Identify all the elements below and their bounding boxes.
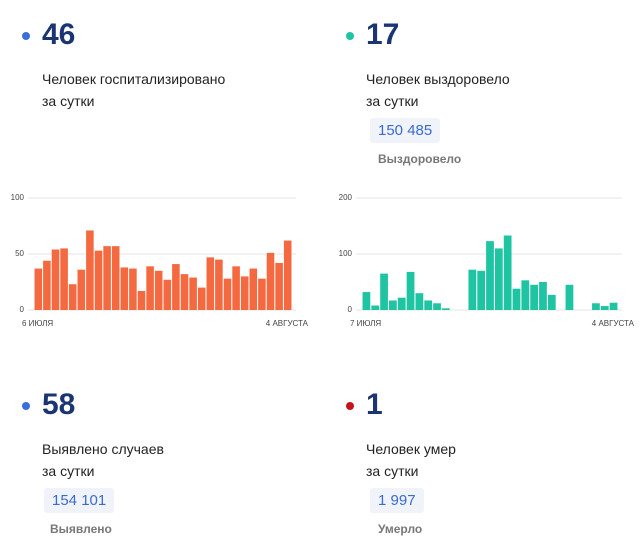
bar [103,246,111,310]
dot [346,402,354,410]
label-line: за сутки [366,93,419,109]
bar [503,235,512,310]
label-line: за сутки [42,93,95,109]
dot [22,402,30,410]
label: Человек госпитализировано за сутки [42,68,225,112]
y-tick-label: 200 [339,193,353,202]
x-tick-label: 4 АВГУСТА [592,319,635,328]
bar [215,259,223,310]
bar [521,280,530,310]
bar [415,293,424,310]
label-line: Человек умер [366,441,456,457]
bar [477,270,486,310]
y-tick-label: 100 [339,249,353,258]
bar [600,306,609,310]
bar [362,292,371,310]
label-line: за сутки [366,463,419,479]
x-tick-label: 7 ИЮЛЯ [350,319,381,328]
bar [77,269,86,310]
bar [163,279,172,310]
bar [441,308,450,310]
bar [512,288,521,310]
total-label: Умерло [378,522,423,536]
bar [172,264,180,310]
bar [43,260,51,310]
bar [371,305,380,310]
bar [111,246,120,310]
bar [258,278,266,310]
bar [433,303,441,310]
bar [60,248,68,310]
bar [539,282,547,310]
bar [530,284,539,310]
total: 154 101 [44,488,115,513]
number: 17 [366,18,400,51]
bar [206,257,215,310]
x-tick-label: 4 АВГУСТА [266,319,309,328]
x-tick-label: 6 ИЮЛЯ [22,319,53,328]
total: 1 997 [370,488,424,513]
bar [146,266,154,310]
y-tick-label: 0 [20,305,25,314]
bar [154,270,163,310]
label: Человек выздоровело за сутки [366,68,510,112]
bar [51,249,60,310]
bar [283,240,292,310]
bar [266,252,275,310]
label: Выявлено случаев за сутки [42,438,164,482]
bar [609,302,618,310]
bar [120,267,129,310]
dot [346,32,354,40]
y-tick-label: 0 [348,305,353,314]
bar [547,294,556,310]
number: 58 [42,388,76,421]
y-tick-label: 50 [15,249,24,258]
bar [94,250,103,310]
bar [34,268,43,310]
bar [406,271,415,310]
label-line: Выявлено случаев [42,441,164,457]
y-tick-label: 100 [11,193,25,202]
bar [137,290,146,310]
total-label: Выздоровело [378,152,462,166]
label-line: Человек госпитализировано [42,71,226,87]
bar [232,266,240,310]
bar [275,262,283,310]
bar [249,268,258,310]
bar [197,287,206,310]
dot [22,32,30,40]
bar [240,276,249,310]
number: 1 [366,388,383,421]
bar [180,274,189,310]
bar [397,297,406,310]
bar [380,273,388,310]
total-label: Выявлено [50,522,112,536]
bar [486,241,494,310]
bar [468,269,477,310]
label-line: Человек выздоровело [366,71,510,87]
total: 150 485 [370,118,441,143]
label: Человек умер за сутки [366,438,456,482]
number: 46 [42,18,76,51]
bar [494,248,503,310]
bar [592,303,600,310]
bar [424,300,433,310]
bar [68,284,77,310]
bar [389,300,397,310]
label-line: за сутки [42,463,95,479]
bar [129,268,137,310]
bar [223,278,232,310]
bar [565,284,574,310]
bar [189,277,197,310]
bar [86,230,94,310]
